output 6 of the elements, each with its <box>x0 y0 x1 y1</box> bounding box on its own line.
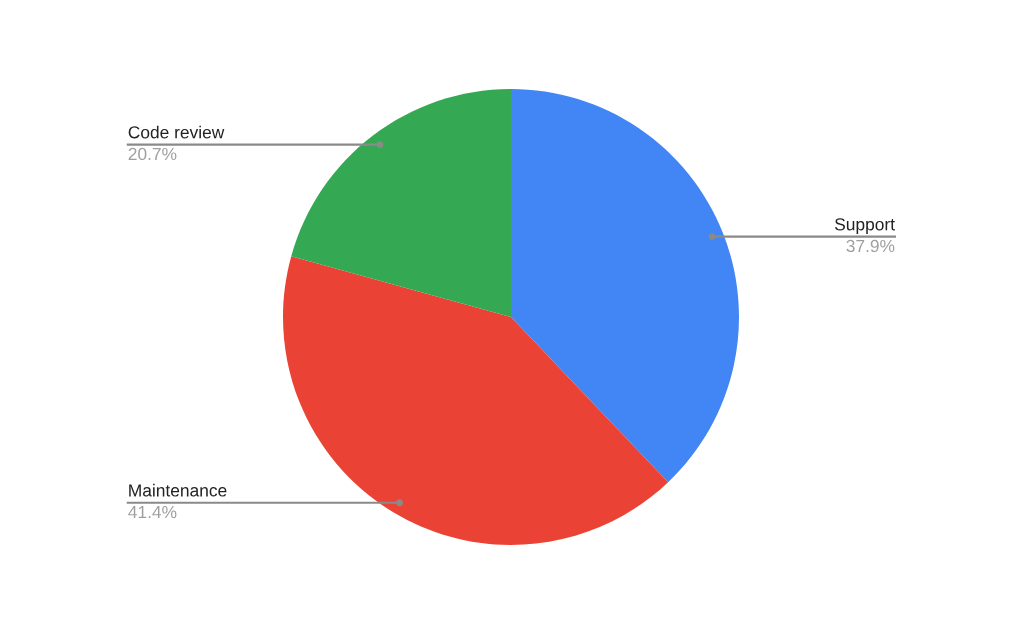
slice-label: Code review <box>128 125 225 139</box>
slice-label: Maintenance <box>129 483 227 497</box>
data-label: 20.7% <box>128 147 177 161</box>
data-label: 41.4% <box>128 506 177 519</box>
slice-label: Support <box>834 218 895 234</box>
data-label: 37.9% <box>846 239 895 253</box>
